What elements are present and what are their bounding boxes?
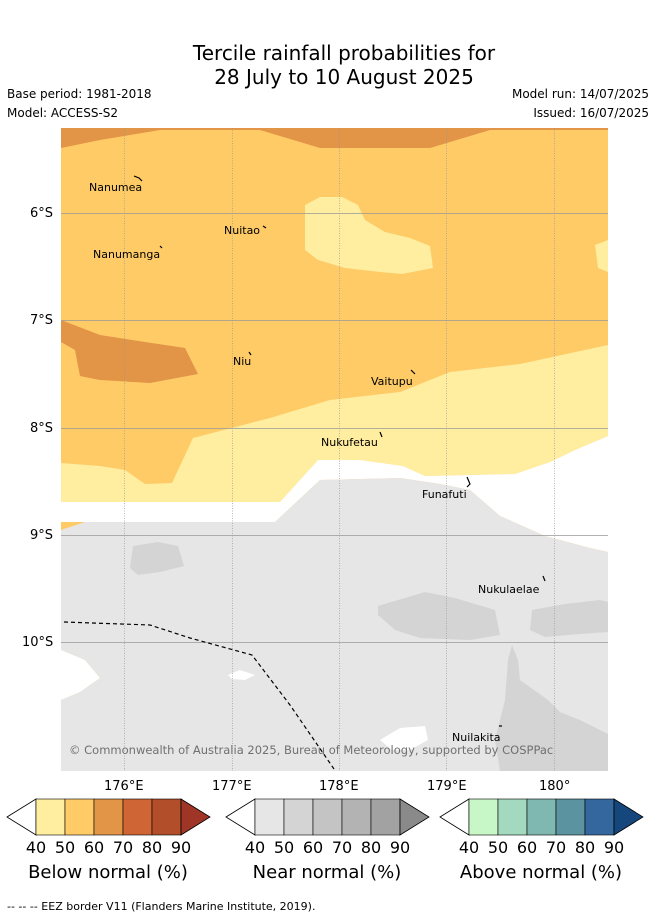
region-near-50-a <box>130 542 184 575</box>
place-nanumanga: Nanumanga <box>93 248 161 261</box>
colorbar-segment <box>555 798 586 836</box>
model-name: Model: ACCESS-S2 <box>7 106 119 120</box>
colorbar-segment <box>151 798 182 836</box>
colorbar-min-triangle <box>439 798 470 836</box>
place-nukufetau: Nukufetau <box>321 436 378 449</box>
lon-label-178e: 178°E <box>319 779 359 794</box>
title-line2: 28 July to 10 August 2025 <box>214 65 474 89</box>
place-nuilakita: Nuilakita <box>452 731 501 744</box>
colorbar-title-above: Above normal (%) <box>459 862 623 883</box>
colorbar-below <box>6 798 211 836</box>
region-below-40-north <box>305 197 433 274</box>
colorbar-tick-label: 60 <box>83 838 105 857</box>
issued-date: Issued: 16/07/2025 <box>533 106 649 120</box>
colorbar-segment <box>122 798 153 836</box>
colorbar-tick-label: 80 <box>574 838 596 857</box>
region-below-60-top <box>61 128 608 148</box>
region-near-50-b <box>378 592 500 640</box>
region-below-60-west <box>61 320 198 383</box>
colorbar-segment <box>64 798 95 836</box>
island-markers <box>133 175 546 727</box>
lon-label-177e: 177°E <box>212 779 252 794</box>
copyright-text: © Commonwealth of Australia 2025, Bureau… <box>69 743 554 757</box>
colorbar-segment <box>370 798 401 836</box>
colorbar-tick-label: 60 <box>516 838 538 857</box>
colorbar-max-triangle <box>180 798 211 836</box>
colorbar-tick-label: 70 <box>331 838 353 857</box>
colorbar-tick-label: 50 <box>487 838 509 857</box>
region-white <box>61 436 608 552</box>
lat-label-9s: 9°S <box>30 528 54 543</box>
place-nanumea: Nanumea <box>89 181 143 194</box>
colorbar-min-triangle <box>225 798 256 836</box>
colorbar-tick-label: 90 <box>389 838 411 857</box>
region-near-50-d <box>495 645 608 771</box>
colorbars <box>6 798 644 836</box>
colorbar-tick-label: 70 <box>112 838 134 857</box>
colorbar-max-triangle <box>399 798 430 836</box>
place-funafuti: Funafuti <box>422 488 467 501</box>
lon-label-179e: 179°E <box>427 779 467 794</box>
lat-label-7s: 7°S <box>30 313 54 328</box>
region-white-left <box>61 650 100 700</box>
colorbar-title-below: Below normal (%) <box>28 862 188 883</box>
colorbar-segment <box>584 798 615 836</box>
title-line1: Tercile rainfall probabilities for <box>192 41 496 65</box>
lat-label-10s: 10°S <box>22 635 54 650</box>
colorbar-tick-label: 80 <box>141 838 163 857</box>
colorbar-near <box>225 798 430 836</box>
colorbar-min-triangle <box>6 798 37 836</box>
colorbar-segment <box>497 798 528 836</box>
colorbar-segment <box>35 798 66 836</box>
colorbar-tick-label: 60 <box>302 838 324 857</box>
lat-label-6s: 6°S <box>30 206 54 221</box>
colorbar-segment <box>254 798 285 836</box>
model-run: Model run: 14/07/2025 <box>511 87 649 101</box>
colorbar-segment <box>312 798 343 836</box>
place-vaitupu: Vaitupu <box>371 375 413 388</box>
eez-footer: -- -- -- EEZ border V11 (Flanders Marine… <box>7 900 316 913</box>
colorbar-tick-label: 40 <box>458 838 480 857</box>
colorbar-tick-label: 40 <box>25 838 47 857</box>
colorbar-title-near: Near normal (%) <box>252 862 402 883</box>
lon-label-180: 180° <box>539 779 571 794</box>
colorbar-max-triangle <box>613 798 644 836</box>
region-below-40-south <box>61 345 608 502</box>
lat-label-8s: 8°S <box>30 421 54 436</box>
colorbar-segment <box>468 798 499 836</box>
grid-lat <box>61 213 608 643</box>
colorbar-tick-label: 70 <box>545 838 567 857</box>
colorbar-tick-label: 50 <box>54 838 76 857</box>
region-near-40 <box>61 478 608 771</box>
colorbar-segment <box>341 798 372 836</box>
colorbar-above <box>439 798 644 836</box>
place-nukulaelae: Nukulaelae <box>478 583 540 596</box>
region-below-40-edge <box>595 240 608 272</box>
colorbar-tick-label: 80 <box>360 838 382 857</box>
region-near-50-c <box>530 600 608 637</box>
eez-border <box>63 621 335 770</box>
region-white-small <box>228 670 255 680</box>
lon-label-176e: 176°E <box>104 779 144 794</box>
colorbar-segment <box>526 798 557 836</box>
place-niu: Niu <box>233 355 252 368</box>
grid <box>124 128 555 771</box>
base-period: Base period: 1981-2018 <box>7 87 152 101</box>
colorbar-tick-label: 90 <box>170 838 192 857</box>
colorbar-tick-label: 90 <box>603 838 625 857</box>
colorbar-segment <box>283 798 314 836</box>
colorbar-tick-label: 40 <box>244 838 266 857</box>
region-white-bottom <box>380 726 428 750</box>
colorbar-segment <box>93 798 124 836</box>
place-nuitao: Nuitao <box>224 224 261 237</box>
colorbar-tick-label: 50 <box>273 838 295 857</box>
